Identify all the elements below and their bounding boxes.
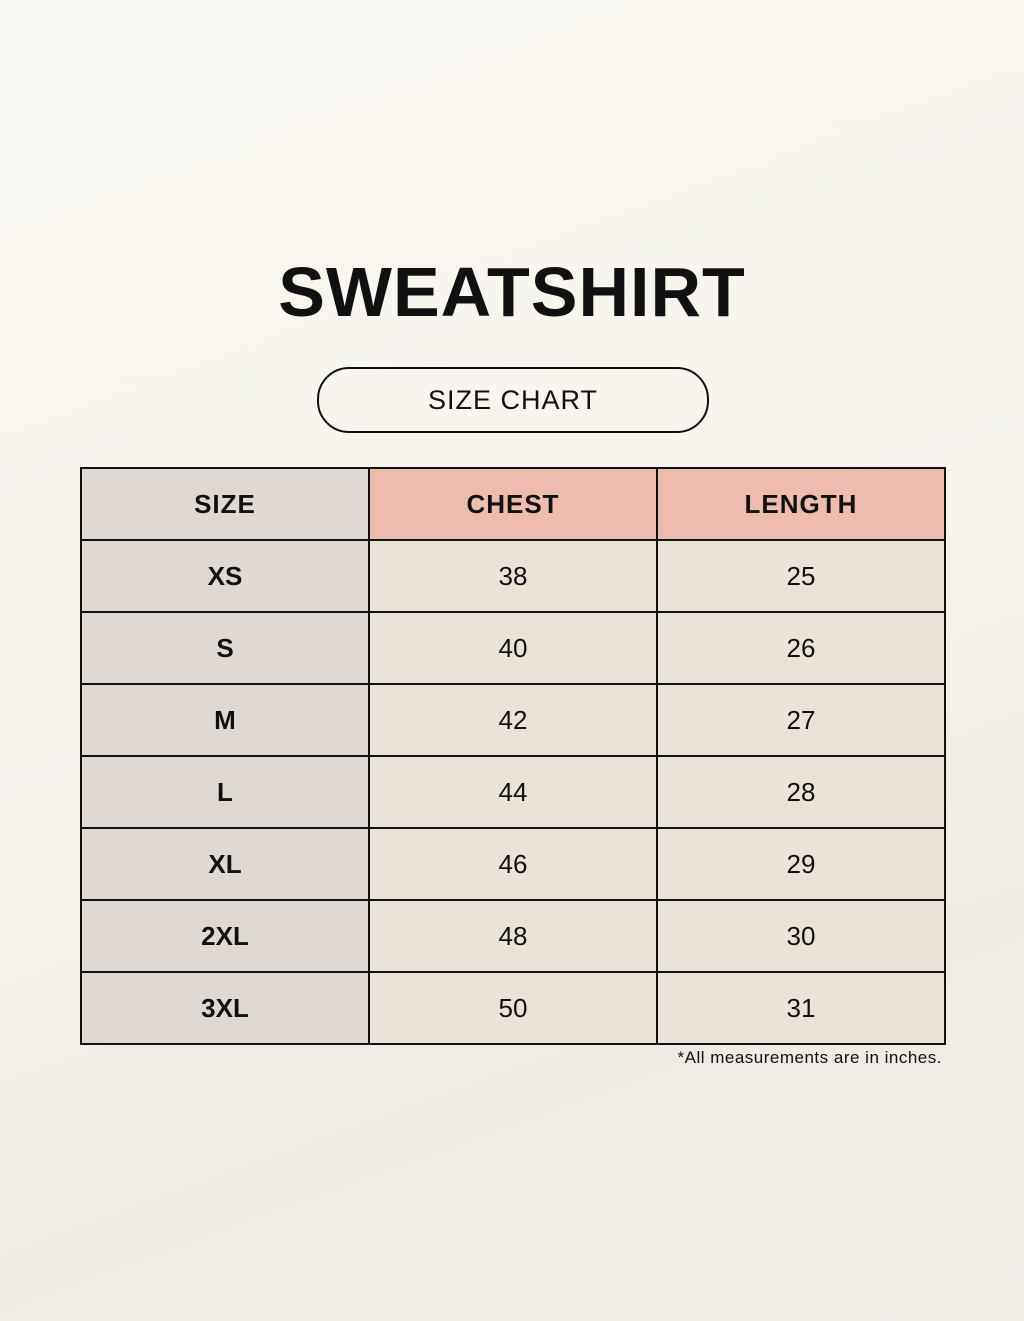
cell-chest: 50 (368, 971, 658, 1045)
page-title: SWEATSHIRT (278, 253, 746, 331)
cell-length: 25 (656, 539, 946, 613)
cell-length: 28 (656, 755, 946, 829)
table-header-row: SIZE CHEST LENGTH (80, 467, 946, 541)
cell-chest: 38 (368, 539, 658, 613)
header-length: LENGTH (656, 467, 946, 541)
cell-chest: 42 (368, 683, 658, 757)
table-row: S 40 26 (80, 611, 946, 685)
cell-length: 27 (656, 683, 946, 757)
header-chest: CHEST (368, 467, 658, 541)
cell-size: 2XL (80, 899, 370, 973)
table-row: 2XL 48 30 (80, 899, 946, 973)
cell-size: M (80, 683, 370, 757)
footnote: *All measurements are in inches. (677, 1048, 942, 1067)
cell-length: 29 (656, 827, 946, 901)
cell-length: 30 (656, 899, 946, 973)
cell-length: 31 (656, 971, 946, 1045)
size-chart-label: SIZE CHART (317, 367, 709, 433)
cell-size: L (80, 755, 370, 829)
cell-size: S (80, 611, 370, 685)
cell-chest: 46 (368, 827, 658, 901)
cell-size: XS (80, 539, 370, 613)
cell-size: XL (80, 827, 370, 901)
cell-chest: 44 (368, 755, 658, 829)
cell-size: 3XL (80, 971, 370, 1045)
table-row: L 44 28 (80, 755, 946, 829)
table-row: XL 46 29 (80, 827, 946, 901)
header-size: SIZE (80, 467, 370, 541)
table-row: M 42 27 (80, 683, 946, 757)
table-row: 3XL 50 31 (80, 971, 946, 1045)
cell-length: 26 (656, 611, 946, 685)
cell-chest: 40 (368, 611, 658, 685)
cell-chest: 48 (368, 899, 658, 973)
table-row: XS 38 25 (80, 539, 946, 613)
size-table: SIZE CHEST LENGTH XS 38 25 S 40 26 M 42 27 L 44 28 X… (80, 467, 946, 1045)
